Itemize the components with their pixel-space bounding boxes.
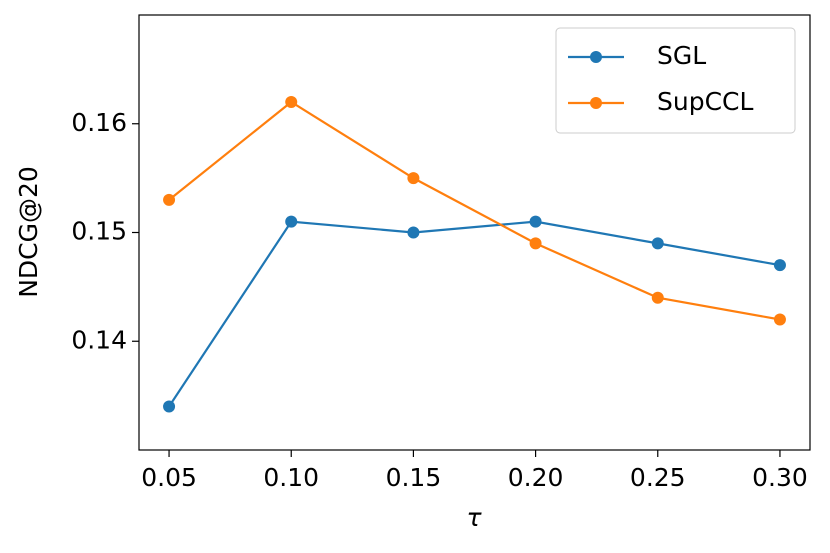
legend-box: [555, 27, 796, 134]
x-tick-label: 0.10: [263, 463, 319, 492]
legend-label: SGL: [657, 41, 706, 70]
x-tick-label: 0.20: [508, 463, 564, 492]
point: [773, 259, 786, 272]
x-tick-label: 0.05: [141, 463, 197, 492]
series-line: [168, 220, 781, 408]
point: [163, 193, 176, 206]
y-tick-label: 0.14: [71, 325, 127, 354]
plot-frame: [138, 14, 811, 451]
point: [285, 215, 298, 228]
x-tick-label: 0.25: [630, 463, 686, 492]
point: [163, 400, 176, 413]
x-tick-label: 0.15: [386, 463, 442, 492]
point: [529, 237, 542, 250]
point: [285, 96, 298, 108]
x-axis-label: τ: [466, 503, 482, 532]
point: [773, 313, 786, 326]
legend-marker: [590, 97, 602, 109]
point: [407, 226, 420, 239]
legend-label: SupCCL: [657, 87, 753, 116]
series-line: [168, 100, 781, 321]
x-tick-label: 0.30: [752, 463, 808, 492]
point: [651, 237, 664, 250]
point: [529, 215, 542, 228]
y-axis-label: NDCG@20: [14, 166, 43, 298]
point: [651, 291, 664, 304]
legend-marker: [590, 51, 602, 63]
point: [407, 172, 420, 185]
y-tick-label: 0.15: [71, 217, 127, 246]
y-tick-label: 0.16: [71, 108, 127, 137]
